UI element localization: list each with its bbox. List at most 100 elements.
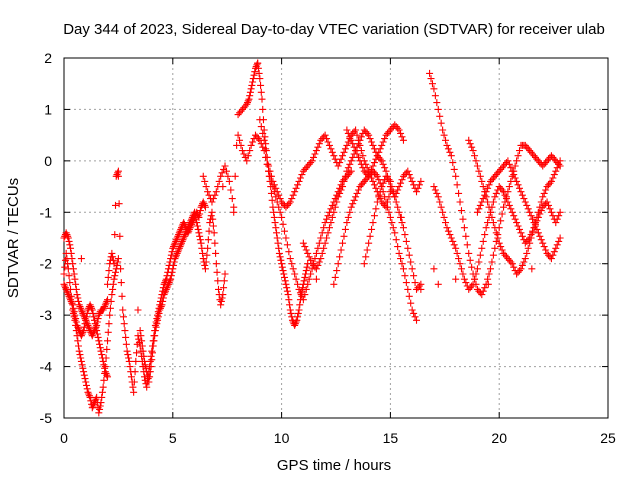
data-point (74, 337, 82, 345)
data-point (439, 126, 447, 134)
data-point (399, 172, 407, 180)
data-point (520, 195, 528, 203)
data-point (334, 193, 342, 201)
data-point (430, 85, 438, 93)
data-point (183, 227, 191, 235)
data-point (104, 337, 112, 345)
data-point (209, 215, 217, 223)
data-point (434, 193, 442, 201)
data-point (475, 205, 483, 213)
data-point (353, 150, 361, 158)
series-trace-c (60, 280, 112, 381)
data-point (529, 215, 537, 223)
data-point (547, 208, 555, 216)
data-point (388, 219, 396, 227)
data-point (246, 92, 254, 100)
data-point (353, 131, 361, 139)
data-point (328, 201, 336, 209)
y-tick-label: 2 (44, 50, 52, 66)
data-point (294, 181, 302, 189)
data-point (212, 249, 220, 257)
data-point (531, 222, 539, 230)
data-point (457, 207, 465, 215)
data-point (111, 201, 119, 209)
data-point (450, 241, 458, 249)
data-point (256, 75, 264, 83)
data-point (524, 205, 532, 213)
data-point (201, 201, 209, 209)
data-point (302, 164, 310, 172)
data-point (399, 224, 407, 232)
data-point (185, 220, 193, 228)
data-point (471, 152, 479, 160)
data-point (336, 189, 344, 197)
data-point (184, 224, 192, 232)
data-point (82, 313, 90, 321)
data-point (473, 162, 481, 170)
data-point (80, 327, 88, 335)
data-point (350, 196, 358, 204)
data-point (64, 232, 72, 240)
data-point (555, 212, 563, 220)
data-point (333, 198, 341, 206)
data-point (60, 270, 68, 278)
data-point (365, 131, 373, 139)
data-point (176, 227, 184, 235)
data-point (398, 133, 406, 141)
data-point (218, 169, 226, 177)
data-point (314, 261, 322, 269)
data-point (285, 200, 293, 208)
data-point (385, 128, 393, 136)
data-point (556, 208, 564, 216)
data-point (489, 174, 497, 182)
data-point (170, 261, 178, 269)
data-point (114, 169, 122, 177)
data-point (243, 157, 251, 165)
data-point (360, 167, 368, 175)
data-point (122, 340, 130, 348)
data-point (203, 251, 211, 259)
data-point (537, 198, 545, 206)
data-point (555, 237, 563, 245)
data-point (402, 237, 410, 245)
data-point (291, 188, 299, 196)
data-point (100, 304, 108, 312)
data-point (274, 239, 282, 247)
data-point (81, 375, 89, 383)
data-point (553, 164, 561, 172)
data-point (300, 277, 308, 285)
data-point (263, 160, 271, 168)
data-point (302, 267, 310, 275)
data-point (479, 195, 487, 203)
data-point (88, 304, 96, 312)
data-point (138, 342, 146, 350)
data-point (502, 159, 510, 167)
data-point (219, 183, 227, 191)
data-point (104, 273, 112, 281)
data-point (346, 208, 354, 216)
data-point (494, 234, 502, 242)
data-point (491, 193, 499, 201)
data-point (513, 270, 521, 278)
data-point (168, 268, 176, 276)
data-point (92, 395, 100, 403)
data-point (289, 265, 297, 273)
data-point (442, 219, 450, 227)
data-point (286, 198, 294, 206)
data-point (434, 105, 442, 113)
data-point (505, 160, 513, 168)
data-point (382, 198, 390, 206)
data-point (109, 253, 117, 261)
data-point (149, 342, 157, 350)
data-point (287, 309, 295, 317)
data-point (60, 280, 68, 288)
data-point (524, 145, 532, 153)
data-point (463, 241, 471, 249)
data-point (105, 320, 113, 328)
data-point (537, 207, 545, 215)
data-point (188, 213, 196, 221)
data-point (433, 99, 441, 107)
data-point (389, 224, 397, 232)
data-point (521, 198, 529, 206)
data-point (543, 157, 551, 165)
